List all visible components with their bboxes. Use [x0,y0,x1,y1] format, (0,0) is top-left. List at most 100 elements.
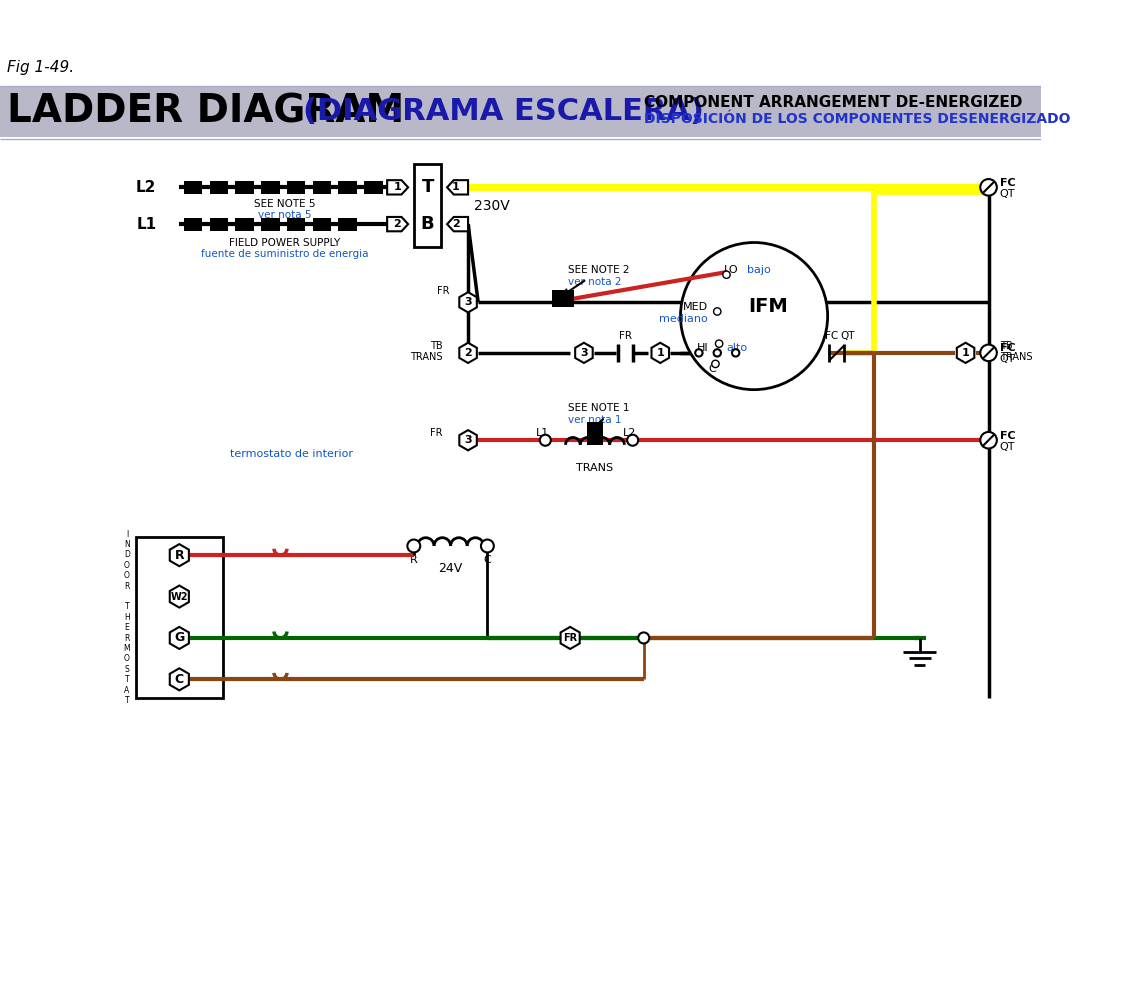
Bar [286,218,306,231]
Text: FC: FC [1000,431,1015,441]
Text: (DIAGRAMA ESCALERA): (DIAGRAMA ESCALERA) [303,97,704,126]
Text: MED: MED [683,302,709,312]
Text: TRANS: TRANS [576,463,614,473]
Circle shape [723,271,730,278]
Bar [286,181,306,194]
Bar [414,164,441,247]
Bar [183,218,203,231]
Text: R: R [174,549,185,562]
Polygon shape [575,343,593,363]
Text: L1: L1 [136,217,156,232]
Text: QT: QT [1000,442,1015,452]
Bar [365,181,383,194]
Bar [312,218,331,231]
Text: mediano: mediano [659,314,709,324]
Circle shape [540,435,551,446]
Circle shape [732,349,739,357]
Text: R: R [410,555,418,565]
Bar [209,218,228,231]
Polygon shape [957,343,975,363]
Text: 1: 1 [393,182,401,192]
Text: SEE NOTE 2: SEE NOTE 2 [568,265,629,275]
Text: alto: alto [727,343,747,353]
Text: SEE NOTE 5: SEE NOTE 5 [255,199,316,209]
Text: QT: QT [1000,189,1015,199]
Text: 230V: 230V [473,199,509,213]
Circle shape [695,349,703,357]
Polygon shape [652,343,669,363]
Text: HI: HI [696,343,709,353]
Polygon shape [387,180,409,195]
Polygon shape [460,292,477,312]
Text: C: C [709,364,717,374]
Bar [261,181,280,194]
Text: TB: TB [1000,341,1012,351]
Text: FC: FC [1000,178,1015,188]
Circle shape [713,308,721,315]
Text: B: B [421,215,435,233]
Circle shape [680,243,827,390]
Bar [261,218,280,231]
Circle shape [980,432,997,449]
Bar [312,181,331,194]
Polygon shape [460,430,477,450]
Text: DISPOSICIÓN DE LOS COMPONENTES DESENERGIZADO: DISPOSICIÓN DE LOS COMPONENTES DESENERGI… [644,112,1070,126]
Text: QT: QT [1000,354,1015,364]
Text: FR: FR [563,633,577,643]
Text: 24V: 24V [438,562,463,575]
Polygon shape [170,627,189,649]
Bar [338,218,357,231]
Circle shape [713,349,721,357]
Text: 2: 2 [464,348,472,358]
Text: C: C [174,673,183,686]
Polygon shape [170,544,189,566]
Text: IFM: IFM [748,297,788,316]
Text: FR: FR [619,331,632,341]
Circle shape [980,345,997,361]
Circle shape [481,540,494,552]
Text: FC: FC [1000,343,1015,353]
Text: 1: 1 [657,348,664,358]
Bar [0,86,1041,137]
Text: TB: TB [430,341,443,351]
Text: ver nota 1: ver nota 1 [568,415,621,425]
Bar [551,290,574,307]
Text: 3: 3 [464,297,472,307]
Bar [586,422,603,445]
Polygon shape [447,217,468,231]
Text: T: T [421,178,434,196]
Polygon shape [460,343,477,363]
Circle shape [712,360,719,368]
Text: bajo: bajo [747,265,771,275]
Text: 3: 3 [464,435,472,445]
Text: 1: 1 [452,182,460,192]
Text: SEE NOTE 1: SEE NOTE 1 [568,403,629,413]
Text: G: G [174,631,185,644]
Bar [209,181,228,194]
Text: ver nota 5: ver nota 5 [258,210,311,220]
Text: L2: L2 [136,180,156,195]
Text: QT: QT [841,331,855,341]
Bar [338,181,357,194]
Text: ver nota 2: ver nota 2 [568,277,621,287]
Text: 3: 3 [580,348,588,358]
Text: COMPONENT ARRANGEMENT DE-ENERGIZED: COMPONENT ARRANGEMENT DE-ENERGIZED [644,95,1022,110]
Polygon shape [387,217,409,231]
Polygon shape [447,180,468,195]
Circle shape [638,632,650,643]
Text: L1: L1 [535,428,549,438]
Bar [235,218,254,231]
Circle shape [408,540,420,552]
Polygon shape [170,668,189,690]
Polygon shape [560,627,580,649]
Text: FIELD POWER SUPPLY: FIELD POWER SUPPLY [230,238,341,248]
Text: 1: 1 [962,348,969,358]
Text: W2: W2 [171,592,188,602]
Bar [136,537,223,698]
Text: 2: 2 [393,219,401,229]
Text: C: C [483,555,491,565]
Text: LO: LO [723,265,738,275]
Text: LADDER DIAGRAM: LADDER DIAGRAM [7,92,404,130]
Text: I
N
D
O
O
R
 
T
H
E
R
M
O
S
T
A
T: I N D O O R T H E R M O S T A T [123,530,130,705]
Text: Fig 1-49.: Fig 1-49. [7,60,75,75]
